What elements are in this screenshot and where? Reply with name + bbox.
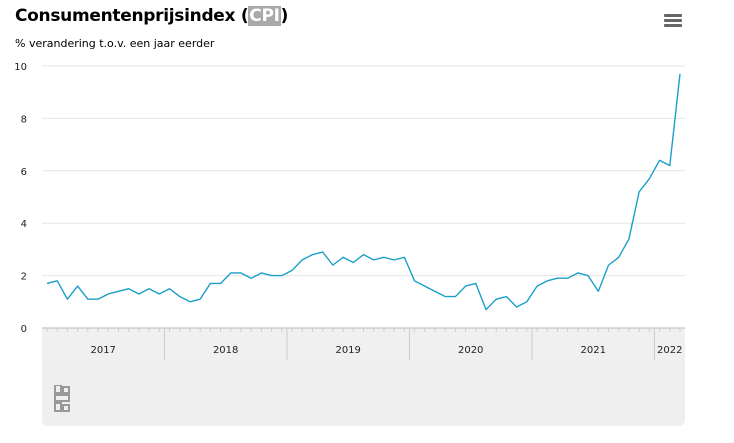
x-year-label: 2018 [213,345,238,356]
chart-title-abbreviation: CPI [248,6,281,26]
range-navigator[interactable] [42,360,685,426]
chart-title-text: Consumentenprijsindex ( [15,6,249,26]
cbs-logo-icon [54,385,70,412]
chart-title: Consumentenprijsindex (CPI) [15,6,288,26]
menu-bar-top [664,14,682,17]
y-tick-label: 10 [14,62,27,73]
x-year-label: 2019 [335,345,360,356]
x-year-label: 2017 [90,345,115,356]
menu-bar-bottom [664,24,682,27]
y-tick-label: 0 [21,324,27,335]
hamburger-menu-icon[interactable] [664,14,682,30]
x-year-label: 2020 [458,345,483,356]
y-tick-label: 4 [21,219,27,230]
y-tick-label: 6 [21,167,27,178]
series-line-cpi [46,73,681,311]
y-tick-label: 8 [21,114,27,125]
x-axis-band [42,328,685,360]
chart-title-close: ) [280,6,289,26]
x-year-label: 2021 [580,345,605,356]
y-tick-label: 2 [21,272,27,283]
x-year-label: 2022 [657,345,682,356]
chart-subtitle: % verandering t.o.v. een jaar eerder [15,37,215,50]
menu-bar-middle [664,19,682,22]
